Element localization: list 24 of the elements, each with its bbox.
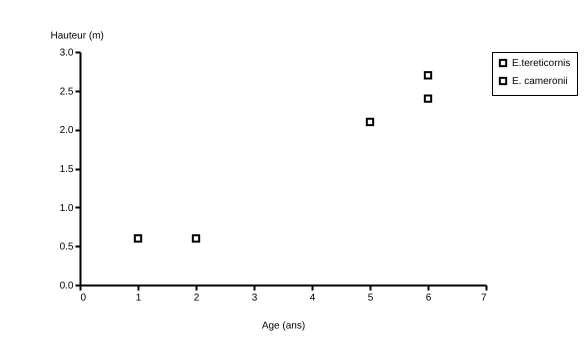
y-tick-label: 0.5 (60, 242, 74, 253)
x-tick-label: 0 (80, 292, 86, 304)
y-tick-label: 0.0 (60, 280, 74, 292)
x-tick-label: 4 (310, 292, 316, 304)
point (424, 94, 432, 103)
legend-label: E.tereticornis (512, 58, 570, 69)
x-tick-label: 2 (194, 292, 200, 304)
point (424, 71, 432, 80)
point (366, 118, 374, 126)
legend-label: E. cameronii (512, 76, 568, 87)
x-tick-label: 1 (136, 292, 142, 304)
x-tick-label: 3 (252, 292, 258, 304)
x-axis-title: Age (ans) (262, 320, 306, 332)
point (134, 234, 142, 243)
x-tick-label: 6 (426, 292, 432, 304)
y-axis-title: Hauteur (m) (50, 30, 104, 42)
x-tick-label: 5 (368, 292, 374, 304)
y-tick-label: 2.0 (60, 125, 74, 136)
y-tick-label: 2.5 (60, 86, 74, 98)
y-tick-label: 1.0 (60, 202, 74, 214)
y-tick-label: 1.5 (60, 164, 74, 175)
point (192, 234, 200, 243)
y-tick-label: 3.0 (60, 48, 74, 58)
x-tick-label: 7 (480, 292, 487, 304)
